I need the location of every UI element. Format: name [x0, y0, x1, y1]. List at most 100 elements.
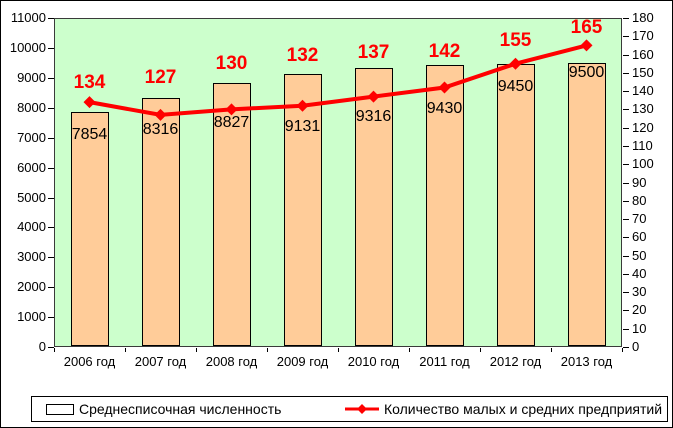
x-axis-boundary-tick: [480, 348, 481, 352]
left-axis-tick: [48, 257, 54, 259]
right-axis-tick: [623, 273, 629, 275]
legend: Среднесписочная численность Количество м…: [31, 396, 668, 422]
x-axis-label: 2007 год: [134, 354, 187, 369]
right-axis-tick: [623, 255, 629, 257]
left-axis-tick-label: 5000: [17, 189, 46, 205]
right-axis-tick-label: 130: [632, 101, 654, 117]
bar-value-label: 9316: [355, 108, 392, 126]
right-axis-tick: [623, 237, 629, 239]
right-axis-tick: [623, 347, 629, 348]
left-axis-tick-label: 4000: [17, 219, 46, 235]
right-axis-tick: [623, 36, 629, 38]
x-axis-label: 2013 год: [560, 354, 613, 369]
x-axis-label: 2009 год: [276, 354, 329, 369]
bar-value-label: 9430: [426, 100, 463, 117]
bar: [567, 62, 606, 346]
right-axis-tick-label: 50: [632, 247, 647, 263]
left-axis-tick-label: 1000: [17, 309, 46, 325]
bar-value-label: 7854: [71, 126, 108, 144]
x-axis-boundary-tick: [196, 348, 197, 352]
right-axis-tick-label: 120: [632, 119, 654, 135]
left-axis-tick-label: 6000: [17, 159, 46, 175]
line-value-label: 155: [499, 29, 532, 51]
left-axis-tick: [48, 77, 54, 79]
right-axis-tick-label: 20: [632, 302, 647, 318]
right-axis-tick: [623, 127, 629, 129]
right-axis-tick-label: 90: [632, 174, 647, 190]
right-axis-tick-label: 30: [632, 284, 647, 300]
legend-item-line-series: Количество малых и средних предприятий: [345, 397, 662, 421]
right-axis-tick: [623, 200, 629, 202]
right-axis-tick: [623, 18, 629, 19]
diamond-marker: [509, 57, 522, 70]
left-axis-tick-label: 9000: [17, 69, 46, 85]
left-axis-tick: [48, 197, 54, 199]
bar: [354, 68, 393, 346]
right-axis-tick-label: 70: [632, 211, 647, 227]
line-value-label: 132: [286, 44, 319, 66]
left-axis-tick: [48, 287, 54, 289]
bar: [425, 65, 464, 346]
right-axis-tick-label: 150: [632, 64, 654, 80]
left-axis-tick: [48, 18, 54, 19]
right-axis-tick-label: 80: [632, 192, 647, 208]
diamond-marker: [296, 99, 309, 112]
right-axis-tick-label: 160: [632, 46, 654, 62]
right-axis-tick-label: 10: [632, 320, 647, 336]
right-axis-tick-label: 170: [632, 28, 654, 44]
right-axis-tick: [623, 292, 629, 294]
legend-line-swatch: [345, 403, 379, 415]
right-axis-tick: [623, 328, 629, 330]
x-axis-label: 2010 год: [347, 354, 400, 369]
left-axis-tick-label: 8000: [17, 99, 46, 115]
left-axis-tick: [48, 137, 54, 139]
right-axis-tick: [623, 91, 629, 93]
legend-line-label: Количество малых и средних предприятий: [384, 401, 663, 417]
right-axis-tick: [623, 109, 629, 111]
left-axis-tick-label: 7000: [17, 129, 46, 145]
right-axis-tick: [623, 310, 629, 312]
bar: [283, 73, 322, 346]
x-axis-boundary-tick: [54, 348, 55, 352]
bar: [70, 112, 109, 346]
left-axis-tick: [48, 227, 54, 229]
x-axis-boundary-tick: [409, 348, 410, 352]
left-axis-tick: [48, 317, 54, 319]
left-axis-tick: [48, 47, 54, 49]
right-axis-tick-label: 0: [632, 339, 640, 354]
right-axis-tick-label: 40: [632, 265, 647, 281]
right-axis-tick-label: 100: [632, 156, 654, 172]
left-axis-tick-label: 11000: [10, 10, 46, 25]
x-axis-label: 2012 год: [489, 354, 542, 369]
bar: [212, 83, 251, 346]
left-axis-tick-label: 2000: [17, 279, 46, 295]
line-value-label: 130: [215, 53, 248, 75]
diamond-marker: [225, 103, 238, 116]
bar-value-label: 8827: [213, 114, 250, 131]
diamond-marker: [367, 90, 380, 103]
diamond-marker: [83, 96, 96, 109]
x-axis-boundary-tick: [551, 348, 552, 352]
right-axis-tick-label: 180: [632, 10, 654, 25]
bar-value-label: 9131: [284, 117, 321, 135]
x-axis-boundary-tick: [338, 348, 339, 352]
x-axis-boundary-tick: [125, 348, 126, 352]
legend-bar-swatch: [46, 403, 74, 415]
bar-value-label: 9450: [497, 78, 534, 96]
bar: [141, 98, 180, 346]
line-path: [89, 43, 587, 117]
right-axis-tick: [623, 219, 629, 221]
diamond-marker: [438, 81, 451, 94]
right-axis-tick: [623, 164, 629, 166]
left-axis-tick-label: 3000: [17, 249, 46, 265]
left-axis-tick: [48, 167, 54, 169]
right-axis-tick: [623, 182, 629, 184]
line-value-label: 127: [144, 66, 177, 88]
right-axis-tick: [623, 72, 629, 74]
left-axis-tick: [48, 347, 54, 348]
diamond-marker: [580, 39, 593, 52]
left-axis-tick-label: 0: [38, 339, 46, 354]
left-axis-tick: [48, 107, 54, 109]
